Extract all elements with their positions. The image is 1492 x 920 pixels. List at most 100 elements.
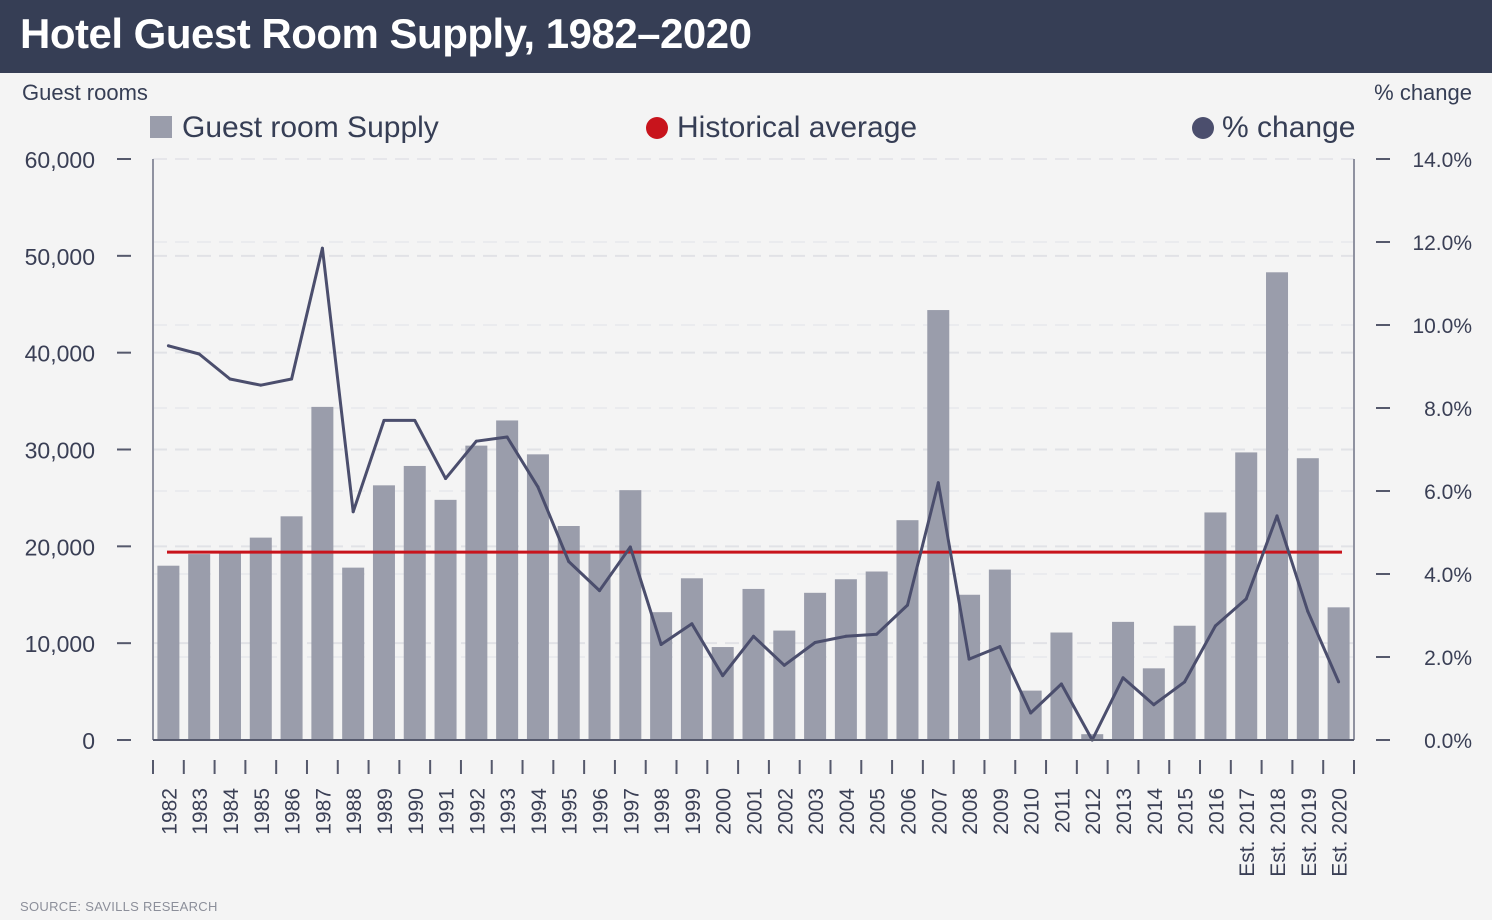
pct-change-point: [659, 643, 663, 647]
bar-1993: [496, 420, 519, 740]
pct-change-point: [536, 485, 540, 489]
bar-2001: [742, 588, 765, 740]
x-tick-label: 2016: [1205, 788, 1228, 835]
pct-change-point: [505, 435, 509, 439]
bar-1982: [157, 565, 180, 740]
x-tick-label: 1997: [620, 788, 643, 835]
pct-change-point: [998, 645, 1002, 649]
pct-change-point: [474, 439, 478, 443]
x-tick-label: Est. 2020: [1329, 788, 1352, 877]
legend-label-pct-change: % change: [1222, 111, 1355, 144]
pct-change-point: [1152, 703, 1156, 707]
bar-1991: [434, 499, 457, 740]
pct-change-point: [690, 622, 694, 626]
x-tick-label: 2011: [1051, 788, 1074, 833]
x-tick-label: Est. 2018: [1267, 788, 1290, 877]
pct-change-point: [197, 352, 201, 356]
axes-frame: [152, 159, 1355, 741]
bar-2002: [773, 630, 796, 740]
bar-1985: [249, 537, 272, 740]
pct-change-point: [1029, 711, 1033, 715]
bar-2003: [804, 592, 827, 740]
left-tick-label: 20,000: [25, 534, 95, 560]
chart-title: Hotel Guest Room Supply, 1982–2020: [20, 10, 752, 57]
title-bar: Hotel Guest Room Supply, 1982–2020: [0, 0, 1492, 73]
x-tick-label: 1986: [282, 788, 305, 835]
pct-change-point: [320, 246, 324, 250]
right-tick-label: 12.0%: [1412, 232, 1472, 255]
pct-change-point: [1306, 609, 1310, 613]
x-tick-label: 1984: [220, 788, 243, 835]
pct-change-point: [875, 632, 879, 636]
pct-change-point: [1121, 676, 1125, 680]
legend-item-average: Historical average: [646, 111, 917, 144]
bar-1987: [311, 406, 334, 740]
bar-est-2019: [1296, 458, 1319, 740]
x-tick-label: 2015: [1175, 788, 1198, 835]
legend-swatch-supply: [150, 116, 172, 138]
pct-change-point: [782, 663, 786, 667]
pct-change-point: [721, 674, 725, 678]
pct-change-point: [1244, 597, 1248, 601]
x-tick-label: 1983: [189, 788, 212, 835]
x-tick-label: 2010: [1021, 788, 1044, 835]
pct-change-point: [259, 383, 263, 387]
x-tick-label: 2000: [713, 788, 736, 835]
x-tick-label: 2004: [836, 788, 859, 835]
x-tick-label: 2002: [774, 788, 797, 835]
x-tick-label: 1992: [466, 788, 489, 835]
pct-change-point: [413, 418, 417, 422]
pct-change-point: [967, 657, 971, 661]
pct-change-point: [444, 477, 448, 481]
bar-1986: [280, 516, 303, 740]
x-tick-label: 2014: [1144, 788, 1167, 835]
legend-swatch-average: [646, 117, 668, 139]
pct-change-point: [382, 418, 386, 422]
left-tick-label: 30,000: [25, 438, 95, 464]
bar-2006: [896, 520, 919, 740]
pct-change-point: [1183, 680, 1187, 684]
bar-1997: [619, 490, 642, 740]
legend: Guest room Supply Historical average % c…: [150, 111, 1355, 144]
x-tick-label: 2001: [744, 788, 767, 835]
x-tick-label: 2007: [928, 788, 951, 835]
x-tick-label: 1995: [559, 788, 582, 835]
x-tick-label: Est. 2019: [1298, 788, 1321, 877]
x-axis-ticks: 1982 1983 1984 1985 1986 1987 1988 1989 1990 1991…: [152, 760, 1355, 877]
legend-label-average: Historical average: [677, 111, 917, 144]
source-note: SOURCE: SAVILLS RESEARCH: [20, 899, 218, 914]
right-axis-ticks: 0.0% 2.0% 4.0% 6.0% 8.0% 10.0% 12.0% 14.0%: [1376, 149, 1472, 753]
bar-1984: [218, 552, 241, 740]
x-tick-label: 1985: [251, 788, 274, 835]
left-axis-title: Guest rooms: [22, 80, 148, 105]
pct-change-point: [936, 481, 940, 485]
bar-1998: [650, 612, 673, 740]
x-tick-label: 1999: [682, 788, 705, 835]
legend-item-pct-change: % change: [1192, 111, 1355, 144]
left-axis-ticks: 0 10,000 20,000 30,000 40,000 50,000 60,000: [25, 147, 131, 754]
pct-change-point: [905, 603, 909, 607]
x-tick-label: 1991: [436, 788, 459, 835]
bar-1992: [465, 445, 488, 740]
pct-change-point: [1275, 514, 1279, 518]
pct-change-point: [844, 634, 848, 638]
bar-1995: [557, 525, 580, 740]
x-tick-label: 2006: [897, 788, 920, 835]
x-tick-label: 2013: [1113, 788, 1136, 835]
legend-swatch-pct-change: [1192, 117, 1214, 139]
pct-change-point: [166, 344, 170, 348]
pct-change-point: [598, 589, 602, 593]
pct-change-line-layer: [166, 246, 1341, 742]
pct-change-point: [351, 510, 355, 514]
bar-2009: [988, 569, 1011, 740]
bar-2004: [834, 579, 857, 740]
right-axis-title: % change: [1374, 80, 1472, 105]
bar-est-2020: [1327, 607, 1350, 740]
x-tick-label: 1982: [158, 788, 181, 835]
x-tick-label: 2003: [805, 788, 828, 835]
left-tick-label: 10,000: [25, 631, 95, 657]
right-tick-label: 14.0%: [1412, 149, 1472, 172]
x-tick-label: 2012: [1082, 788, 1105, 835]
left-tick-label: 50,000: [25, 244, 95, 270]
